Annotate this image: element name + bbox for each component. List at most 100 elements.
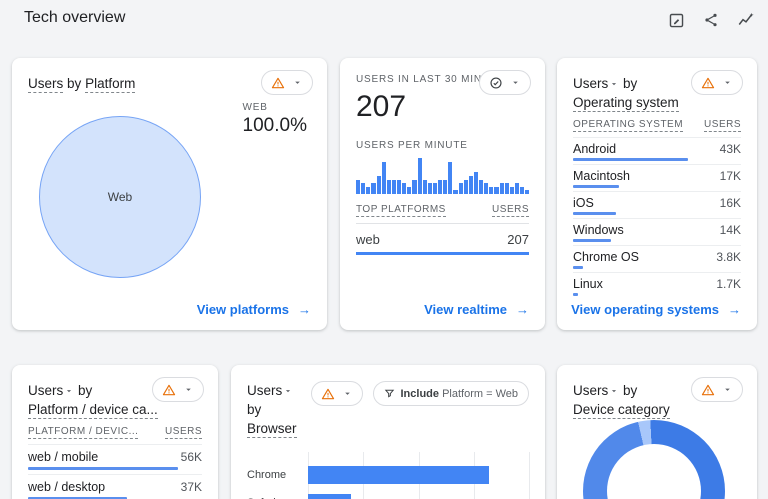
row-bar <box>573 239 611 242</box>
column-platform-device[interactable]: PLATFORM / DEVIC... <box>28 426 139 439</box>
row-bar <box>573 293 578 296</box>
dimension-label[interactable]: Device category <box>573 402 670 419</box>
sampling-warning-badge[interactable] <box>310 381 363 406</box>
metric-selector[interactable]: Users <box>247 383 293 398</box>
minute-bar <box>473 172 478 194</box>
minute-bar <box>376 176 381 194</box>
minute-bar <box>422 179 427 194</box>
minute-bar <box>443 179 448 194</box>
users-per-minute-label: USERS PER MINUTE <box>356 140 468 151</box>
column-users[interactable]: USERS <box>165 426 202 439</box>
realtime-user-count: 207 <box>356 90 407 123</box>
browser-label: Chrome <box>247 468 287 481</box>
metric-selector[interactable]: Users <box>28 383 74 398</box>
browser-bar <box>308 465 490 484</box>
chevron-down-icon <box>344 392 350 395</box>
minute-bar <box>520 186 525 194</box>
sampling-warning-badge[interactable] <box>691 377 743 402</box>
no-issues-badge[interactable] <box>479 70 531 95</box>
table-row[interactable]: web 207 <box>356 224 529 255</box>
view-platforms-link[interactable]: View platforms → <box>197 302 311 317</box>
browser-bar <box>308 493 352 499</box>
minute-bar <box>427 183 432 194</box>
realtime-label: USERS IN LAST 30 MINUTES <box>356 74 512 85</box>
card-users-by-operating-system: Users by Operating system OPERATING SYST… <box>557 58 757 330</box>
column-top-platforms[interactable]: TOP PLATFORMS <box>356 204 446 217</box>
table-row[interactable]: Android 43K <box>573 137 741 164</box>
chevron-down-icon <box>612 83 617 86</box>
page-header: Tech overview <box>0 0 768 40</box>
platform-device-name: web / desktop <box>28 480 106 494</box>
browser-bar-chart: Chrome Safari Android Webview Edge <box>247 452 530 499</box>
platform-device-name: web / mobile <box>28 450 99 464</box>
share-icon[interactable] <box>701 10 721 30</box>
table-row[interactable]: Linux 1.7K <box>573 272 741 299</box>
row-bar <box>573 212 616 215</box>
minute-bar <box>479 179 484 194</box>
card-users-by-device-category: Users by Device category <box>557 365 757 499</box>
table-row[interactable]: web / desktop 37K <box>28 474 202 499</box>
dimension-label[interactable]: Platform / device ca... <box>28 402 158 419</box>
bar-row[interactable]: Chrome <box>247 460 529 489</box>
sampling-warning-badge[interactable] <box>261 70 313 95</box>
column-operating-system[interactable]: OPERATING SYSTEM <box>573 119 684 132</box>
sampling-warning-badge[interactable] <box>691 70 743 95</box>
minute-bar <box>356 179 361 194</box>
minute-bar <box>361 183 366 194</box>
customize-report-icon[interactable] <box>666 10 686 30</box>
minute-bar <box>407 186 412 194</box>
table-header: PLATFORM / DEVIC... USERS <box>28 426 202 444</box>
chevron-down-icon <box>513 81 518 84</box>
platform-pie-chart[interactable]: Web <box>39 116 201 278</box>
minute-bar <box>397 179 402 194</box>
dimension-label[interactable]: Operating system <box>573 95 679 112</box>
filter-chip-platform-web[interactable]: Include Platform = Web <box>372 381 529 406</box>
row-bar <box>28 497 127 499</box>
filter-expression: Platform = Web <box>442 387 518 400</box>
warning-icon <box>271 77 285 88</box>
check-circle-icon <box>490 76 502 89</box>
metric-label[interactable]: Users <box>28 76 64 93</box>
filter-keyword: Include <box>400 387 440 400</box>
dimension-label[interactable]: Browser <box>247 421 297 438</box>
card-title: Users by Device category <box>573 381 723 419</box>
title-by: by <box>623 383 638 398</box>
table-row[interactable]: web / mobile 56K <box>28 444 202 474</box>
os-users: 14K <box>719 223 741 237</box>
os-name: iOS <box>573 196 594 210</box>
card-header: Users by Browser Include Platform = Web <box>247 381 529 438</box>
top-platforms-table: TOP PLATFORMS USERS web 207 <box>356 204 529 255</box>
minute-bar <box>453 190 458 194</box>
table-row[interactable]: Windows 14K <box>573 218 741 245</box>
row-bar <box>573 266 584 269</box>
metric-selector[interactable]: Users <box>573 383 619 398</box>
chevron-down-icon <box>295 81 300 84</box>
os-users: 3.8K <box>716 250 741 264</box>
minute-bar <box>417 158 422 194</box>
metric-label: Users <box>573 383 609 398</box>
card-users-by-platform: Users by Platform WEB 100.0% Web View pl… <box>12 58 327 330</box>
insights-icon[interactable] <box>736 10 756 30</box>
table-row[interactable]: Macintosh 17K <box>573 164 741 191</box>
metric-selector[interactable]: Users <box>573 76 619 91</box>
os-users: 1.7K <box>716 277 741 291</box>
filter-chip-text: Include Platform = Web <box>401 388 519 400</box>
view-operating-systems-link[interactable]: View operating systems → <box>571 302 741 317</box>
view-realtime-link[interactable]: View realtime → <box>424 302 529 317</box>
bar-row[interactable]: Safari <box>247 489 529 499</box>
device-category-donut-chart[interactable] <box>583 420 725 499</box>
dimension-label[interactable]: Platform <box>85 76 136 93</box>
row-bar <box>573 158 688 161</box>
minute-bar <box>391 179 396 194</box>
card-users-by-platform-device: Users by Platform / device ca... PLATFOR… <box>12 365 218 499</box>
column-users[interactable]: USERS <box>704 119 741 132</box>
minute-bar <box>504 183 509 194</box>
users-per-minute-chart <box>356 158 530 194</box>
legend-value: 100.0% <box>242 115 307 136</box>
column-users[interactable]: USERS <box>492 204 529 217</box>
minute-bar <box>458 183 463 194</box>
sampling-warning-badge[interactable] <box>152 377 204 402</box>
table-row[interactable]: Chrome OS 3.8K <box>573 245 741 272</box>
table-row[interactable]: iOS 16K <box>573 191 741 218</box>
